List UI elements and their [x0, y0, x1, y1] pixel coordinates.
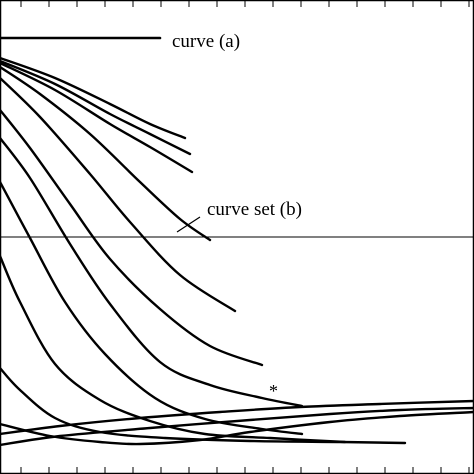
annotation-curve-a: curve (a) — [172, 31, 240, 52]
series-layer — [0, 36, 474, 447]
series-line-12 — [0, 406, 474, 447]
annotation-curve-set-b: curve set (b) — [207, 199, 302, 220]
series-line-5 — [0, 76, 237, 313]
series-line-3 — [0, 61, 194, 174]
series-line-2 — [0, 59, 192, 156]
series-line-13 — [0, 410, 474, 446]
series-line-7 — [0, 136, 304, 408]
annotation-pointer — [176, 216, 201, 233]
series-line-8 — [0, 180, 304, 436]
series-line-11 — [0, 399, 474, 436]
series-line-9 — [0, 254, 347, 444]
series-line-10 — [0, 366, 407, 445]
series-line-1 — [0, 56, 187, 140]
series-line-4 — [0, 65, 212, 242]
series-line-6 — [0, 108, 264, 367]
annotation-star: * — [269, 381, 278, 401]
